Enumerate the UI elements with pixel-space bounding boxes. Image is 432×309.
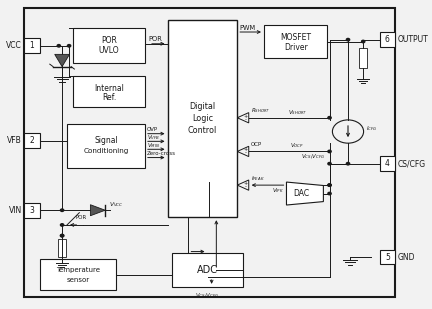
- Text: POR: POR: [76, 215, 87, 220]
- Text: 6: 6: [385, 35, 390, 44]
- Text: Driver: Driver: [284, 43, 308, 52]
- Text: $R_{SHORT}$: $R_{SHORT}$: [251, 107, 270, 116]
- Text: Logic: Logic: [192, 114, 213, 123]
- Text: ADC: ADC: [197, 265, 218, 275]
- Text: POR: POR: [101, 36, 117, 45]
- Circle shape: [60, 235, 64, 237]
- Text: GND: GND: [397, 252, 415, 262]
- Polygon shape: [286, 182, 324, 205]
- Text: $I_{PEAK}$: $I_{PEAK}$: [251, 174, 264, 183]
- Circle shape: [60, 209, 64, 211]
- Text: OVP: OVP: [147, 127, 158, 132]
- FancyBboxPatch shape: [380, 250, 395, 265]
- Text: $I_{CFG}$: $I_{CFG}$: [365, 124, 377, 133]
- Circle shape: [60, 224, 64, 226]
- Text: $V_{SHORT}$: $V_{SHORT}$: [288, 108, 307, 117]
- Text: $V_{VCC}$: $V_{VCC}$: [109, 200, 124, 209]
- FancyBboxPatch shape: [40, 259, 116, 290]
- FancyBboxPatch shape: [380, 156, 395, 171]
- FancyBboxPatch shape: [24, 38, 40, 53]
- Text: POR: POR: [148, 36, 162, 42]
- Circle shape: [328, 150, 331, 153]
- Text: sensor: sensor: [67, 277, 90, 283]
- Text: PWM: PWM: [240, 25, 256, 31]
- Text: MOSFET: MOSFET: [280, 33, 311, 42]
- Text: -: -: [245, 184, 247, 189]
- FancyBboxPatch shape: [359, 48, 367, 68]
- Circle shape: [328, 116, 331, 119]
- Text: +: +: [244, 181, 248, 186]
- Text: CS/CFG: CS/CFG: [397, 159, 426, 168]
- Text: UVLO: UVLO: [99, 46, 119, 55]
- Text: OCP: OCP: [251, 142, 262, 147]
- Text: DAC: DAC: [293, 189, 309, 198]
- Circle shape: [57, 44, 60, 47]
- Text: -: -: [245, 117, 247, 122]
- Text: $V_{MIN}$: $V_{MIN}$: [147, 141, 160, 150]
- Text: Zero-cross: Zero-cross: [147, 151, 176, 156]
- Text: +: +: [244, 147, 248, 152]
- FancyBboxPatch shape: [24, 7, 395, 297]
- Text: 3: 3: [29, 206, 34, 215]
- Text: +: +: [244, 113, 248, 119]
- Text: $V_{OCP}$: $V_{OCP}$: [290, 142, 304, 150]
- Circle shape: [67, 44, 71, 47]
- FancyBboxPatch shape: [24, 203, 40, 218]
- FancyBboxPatch shape: [67, 124, 145, 168]
- FancyBboxPatch shape: [168, 20, 237, 217]
- Text: Signal: Signal: [94, 136, 118, 145]
- Text: $V_{VFB}$: $V_{VFB}$: [147, 133, 160, 142]
- FancyBboxPatch shape: [24, 133, 40, 148]
- FancyBboxPatch shape: [73, 76, 145, 107]
- Text: 1: 1: [29, 41, 34, 50]
- Text: Internal: Internal: [94, 83, 124, 93]
- FancyBboxPatch shape: [380, 32, 395, 47]
- Text: VCC: VCC: [6, 41, 22, 50]
- Circle shape: [328, 192, 331, 195]
- Polygon shape: [55, 54, 70, 67]
- Text: 4: 4: [385, 159, 390, 168]
- Circle shape: [60, 235, 64, 237]
- Text: Conditioning: Conditioning: [83, 148, 129, 154]
- Text: $V_{IPK}$: $V_{IPK}$: [272, 186, 284, 195]
- FancyBboxPatch shape: [73, 28, 145, 63]
- Polygon shape: [90, 205, 105, 216]
- Text: 2: 2: [29, 136, 34, 145]
- Circle shape: [328, 184, 331, 186]
- Text: VIN: VIN: [9, 206, 22, 215]
- Text: -: -: [245, 151, 247, 156]
- Text: Digital: Digital: [189, 102, 216, 111]
- Circle shape: [346, 163, 349, 165]
- Circle shape: [328, 184, 331, 186]
- Text: $V_{CS}/V_{CFG}$: $V_{CS}/V_{CFG}$: [301, 153, 325, 161]
- Text: Ref.: Ref.: [102, 93, 116, 102]
- Circle shape: [362, 40, 365, 43]
- Text: OUTPUT: OUTPUT: [397, 35, 428, 44]
- FancyBboxPatch shape: [172, 253, 243, 287]
- Text: Control: Control: [188, 126, 217, 135]
- Text: 5: 5: [385, 252, 390, 262]
- Text: VFB: VFB: [7, 136, 22, 145]
- FancyBboxPatch shape: [264, 25, 327, 58]
- Text: Temperature: Temperature: [56, 267, 100, 273]
- FancyBboxPatch shape: [58, 239, 66, 257]
- Circle shape: [328, 163, 331, 165]
- Text: $V_{CS}/V_{CFG}$: $V_{CS}/V_{CFG}$: [195, 292, 220, 300]
- Circle shape: [346, 38, 349, 41]
